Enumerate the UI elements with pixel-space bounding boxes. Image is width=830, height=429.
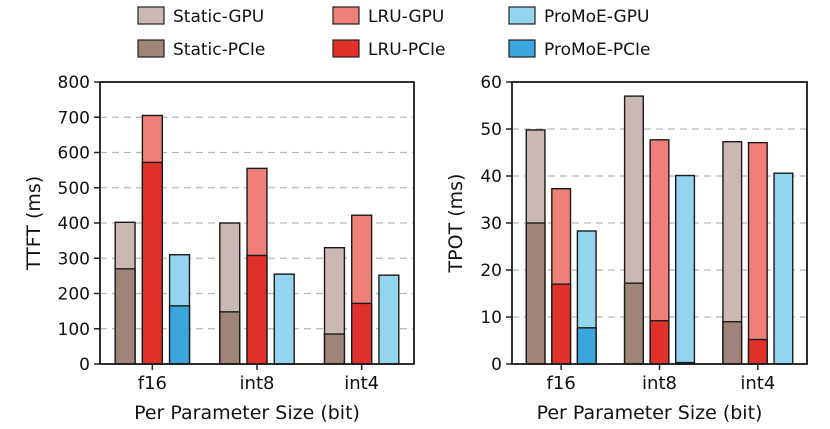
ttft-chart: 0 100 200 300 400 500 600 700 800 f16 int8 int4 TTFT… [23, 73, 415, 424]
tpot-xtick-label: int8 [642, 373, 677, 394]
ttft-xlabel: Per Parameter Size (bit) [134, 402, 360, 424]
ttft-bar-static-pcie-int4 [323, 333, 346, 365]
ttft-xtick-label: f16 [138, 373, 167, 394]
ttft-bar-promoe-pcie-f16 [168, 305, 191, 365]
tpot-ytick-label: 10 [480, 308, 502, 328]
ttft-ytick-label: 0 [79, 355, 90, 375]
legend-label-lru-pcie: LRU-PCIe [368, 40, 445, 60]
legend-swatch-promoe-gpu [508, 6, 536, 25]
ttft-ytick-label: 800 [58, 73, 90, 93]
ttft-ytick-label: 600 [58, 144, 90, 164]
ttft-bar-lru-pcie-int4 [351, 302, 373, 365]
tpot-ytick-label: 60 [480, 73, 502, 93]
tpot-bar-promoe-gpu-int8 [675, 174, 696, 365]
tpot-bar-promoe-gpu-int4 [773, 172, 794, 365]
tpot-xtick-label: int4 [740, 373, 775, 394]
tpot-chart: 0 10 20 30 40 50 60 f16 int8 int4 TPOT (ms) Per Par… [445, 73, 808, 424]
tpot-ytick-label: 20 [480, 261, 502, 281]
ttft-ytick-label: 400 [58, 214, 90, 234]
tpot-ytick-label: 0 [491, 355, 502, 375]
ttft-bar-promoe-gpu-int4 [378, 274, 400, 365]
legend-swatch-lru-pcie [332, 39, 360, 58]
tpot-bar-lru-gpu-int4 [747, 141, 768, 365]
legend: Static-GPU LRU-GPU ProMoE-GPU Static-PCIe LR… [137, 6, 651, 60]
tpot-ytick-label: 50 [480, 120, 502, 140]
ttft-bar-static-pcie-f16 [114, 268, 136, 365]
legend-label-static-pcie: Static-PCIe [173, 40, 265, 60]
ttft-ylabel: TTFT (ms) [23, 176, 45, 271]
legend-swatch-static-gpu [137, 6, 165, 25]
tpot-bar-static-pcie-f16 [525, 222, 546, 365]
legend-label-lru-gpu: LRU-GPU [368, 7, 444, 27]
ttft-ytick-label: 100 [58, 320, 90, 340]
tpot-ytick-label: 40 [480, 167, 502, 187]
ttft-xtick-label: int8 [240, 373, 275, 394]
tpot-bar-lru-pcie-int4 [747, 338, 768, 365]
legend-label-static-gpu: Static-GPU [173, 7, 264, 27]
ttft-bar-lru-pcie-f16 [141, 161, 163, 365]
tpot-xtick-label: f16 [547, 373, 576, 394]
tpot-plot-frame [511, 81, 808, 365]
legend-swatch-lru-gpu [332, 6, 360, 25]
ttft-bar-static-pcie-int8 [219, 311, 241, 365]
tpot-bar-static-pcie-int8 [623, 282, 644, 365]
tpot-ylabel: TPOT (ms) [445, 174, 467, 274]
ttft-xtick-label: int4 [344, 373, 379, 394]
ttft-plot-frame [99, 81, 415, 365]
tpot-bar-static-pcie-int4 [722, 321, 743, 365]
legend-label-promoe-gpu: ProMoE-GPU [544, 7, 649, 27]
ttft-ytick-label: 200 [58, 285, 90, 305]
ttft-ytick-label: 300 [58, 249, 90, 269]
legend-swatch-promoe-pcie [508, 39, 536, 58]
legend-swatch-static-pcie [137, 39, 165, 58]
ttft-bar-promoe-gpu-int8 [273, 273, 295, 365]
tpot-bar-lru-pcie-f16 [551, 283, 572, 365]
tpot-bar-lru-pcie-int8 [649, 320, 670, 365]
tpot-ytick-label: 30 [480, 214, 502, 234]
ttft-bar-lru-pcie-int8 [246, 254, 268, 365]
tpot-bar-promoe-pcie-f16 [576, 327, 597, 365]
ttft-ytick-label: 500 [58, 179, 90, 199]
tpot-xlabel: Per Parameter Size (bit) [537, 402, 763, 424]
ttft-ytick-label: 700 [58, 108, 90, 128]
legend-label-promoe-pcie: ProMoE-PCIe [544, 40, 651, 60]
